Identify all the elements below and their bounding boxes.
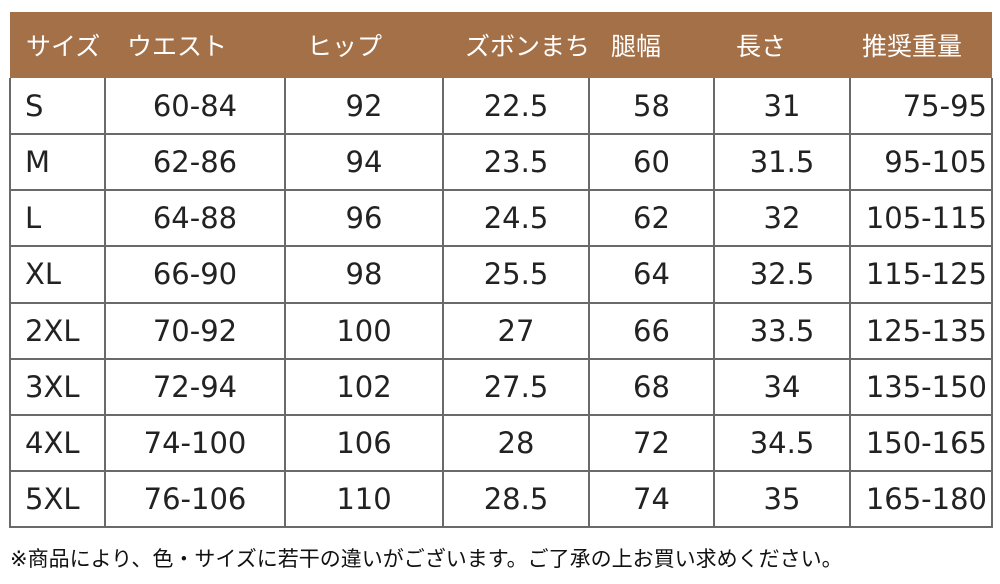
table-row: 3XL 72-94 102 27.5 68 34 135-150 — [9, 357, 993, 416]
waist-cell: 76-106 — [104, 469, 286, 529]
hip-cell: 94 — [284, 133, 444, 192]
table-row: 5XL 76-106 110 28.5 74 35 165-180 — [9, 469, 993, 529]
header-size: サイズ — [10, 12, 105, 78]
length-cell: 34.5 — [713, 413, 851, 472]
weight-cell: 115-125 — [849, 245, 993, 304]
table-row: M 62-86 94 23.5 60 31.5 95-105 — [9, 133, 993, 192]
size-cell: 4XL — [9, 413, 106, 472]
table-row: XL 66-90 98 25.5 64 32.5 115-125 — [9, 245, 993, 304]
waist-cell: 74-100 — [104, 413, 286, 472]
waist-cell: 64-88 — [104, 189, 286, 248]
table-row: S 60-84 92 22.5 58 31 75-95 — [9, 78, 993, 136]
header-crotch: ズボンまち — [443, 12, 590, 78]
size-chart-table: サイズ ウエスト ヒップ ズボンまち 腿幅 長さ 推奨重量 S 60-84 92… — [9, 12, 993, 529]
header-waist: ウエスト — [105, 12, 285, 78]
length-cell: 33.5 — [713, 301, 851, 360]
length-cell: 31.5 — [713, 133, 851, 192]
size-cell: L — [9, 189, 106, 248]
length-cell: 35 — [713, 469, 851, 529]
waist-cell: 72-94 — [104, 357, 286, 416]
header-length: 長さ — [714, 12, 850, 78]
size-cell: 5XL — [9, 469, 106, 529]
crotch-cell: 28 — [442, 413, 590, 472]
crotch-cell: 24.5 — [442, 189, 590, 248]
header-recommended-weight: 推奨重量 — [850, 12, 992, 78]
thigh-width-cell: 62 — [588, 189, 715, 248]
table-row: L 64-88 96 24.5 62 32 105-115 — [9, 189, 993, 248]
weight-cell: 135-150 — [849, 357, 993, 416]
waist-cell: 66-90 — [104, 245, 286, 304]
weight-cell: 150-165 — [849, 413, 993, 472]
footnote-text: ※商品により、色・サイズに若干の違いがございます。ご了承の上お買い求めください。 — [10, 547, 843, 571]
weight-cell: 165-180 — [849, 469, 993, 529]
size-cell: XL — [9, 245, 106, 304]
thigh-width-cell: 68 — [588, 357, 715, 416]
hip-cell: 106 — [284, 413, 444, 472]
hip-cell: 98 — [284, 245, 444, 304]
thigh-width-cell: 72 — [588, 413, 715, 472]
thigh-width-cell: 58 — [588, 78, 715, 136]
size-cell: 3XL — [9, 357, 106, 416]
hip-cell: 102 — [284, 357, 444, 416]
weight-cell: 95-105 — [849, 133, 993, 192]
thigh-width-cell: 64 — [588, 245, 715, 304]
crotch-cell: 25.5 — [442, 245, 590, 304]
length-cell: 31 — [713, 78, 851, 136]
header-hip: ヒップ — [285, 12, 443, 78]
hip-cell: 92 — [284, 78, 444, 136]
crotch-cell: 28.5 — [442, 469, 590, 529]
table-row: 2XL 70-92 100 27 66 33.5 125-135 — [9, 301, 993, 360]
length-cell: 32.5 — [713, 245, 851, 304]
weight-cell: 75-95 — [849, 78, 993, 136]
waist-cell: 62-86 — [104, 133, 286, 192]
hip-cell: 100 — [284, 301, 444, 360]
crotch-cell: 27.5 — [442, 357, 590, 416]
waist-cell: 60-84 — [104, 78, 286, 136]
hip-cell: 96 — [284, 189, 444, 248]
weight-cell: 125-135 — [849, 301, 993, 360]
crotch-cell: 22.5 — [442, 78, 590, 136]
header-thigh-width: 腿幅 — [589, 12, 714, 78]
header-row: サイズ ウエスト ヒップ ズボンまち 腿幅 長さ 推奨重量 — [10, 12, 992, 78]
length-cell: 32 — [713, 189, 851, 248]
hip-cell: 110 — [284, 469, 444, 529]
crotch-cell: 27 — [442, 301, 590, 360]
thigh-width-cell: 74 — [588, 469, 715, 529]
table-row: 4XL 74-100 106 28 72 34.5 150-165 — [9, 413, 993, 472]
waist-cell: 70-92 — [104, 301, 286, 360]
weight-cell: 105-115 — [849, 189, 993, 248]
thigh-width-cell: 66 — [588, 301, 715, 360]
size-cell: S — [9, 78, 106, 136]
crotch-cell: 23.5 — [442, 133, 590, 192]
size-cell: 2XL — [9, 301, 106, 360]
thigh-width-cell: 60 — [588, 133, 715, 192]
length-cell: 34 — [713, 357, 851, 416]
size-cell: M — [9, 133, 106, 192]
